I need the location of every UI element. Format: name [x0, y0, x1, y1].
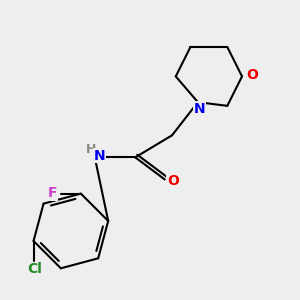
Text: Cl: Cl — [27, 262, 42, 276]
Text: O: O — [167, 174, 179, 188]
Text: N: N — [194, 102, 206, 116]
Text: O: O — [246, 68, 258, 82]
Text: F: F — [48, 186, 57, 200]
Text: H: H — [86, 143, 96, 157]
Text: N: N — [94, 148, 105, 163]
